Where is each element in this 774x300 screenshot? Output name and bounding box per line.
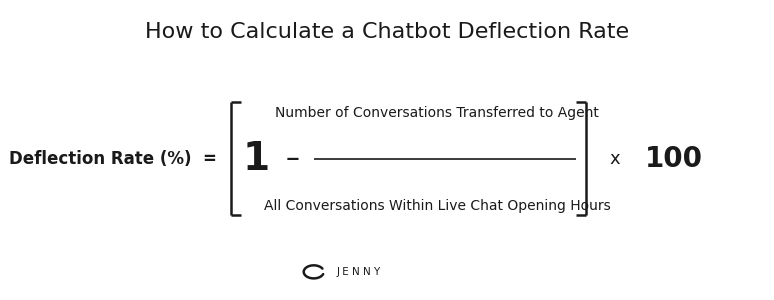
Text: Deflection Rate (%)  =: Deflection Rate (%) = [9, 150, 217, 168]
Text: 1: 1 [242, 140, 269, 178]
Text: J E N N Y: J E N N Y [337, 267, 381, 277]
Text: x: x [609, 150, 620, 168]
Text: –: – [286, 145, 300, 173]
Text: Number of Conversations Transferred to Agent: Number of Conversations Transferred to A… [276, 106, 599, 120]
Text: How to Calculate a Chatbot Deflection Rate: How to Calculate a Chatbot Deflection Ra… [145, 22, 629, 42]
Text: 100: 100 [646, 145, 704, 173]
Text: All Conversations Within Live Chat Opening Hours: All Conversations Within Live Chat Openi… [264, 200, 611, 214]
